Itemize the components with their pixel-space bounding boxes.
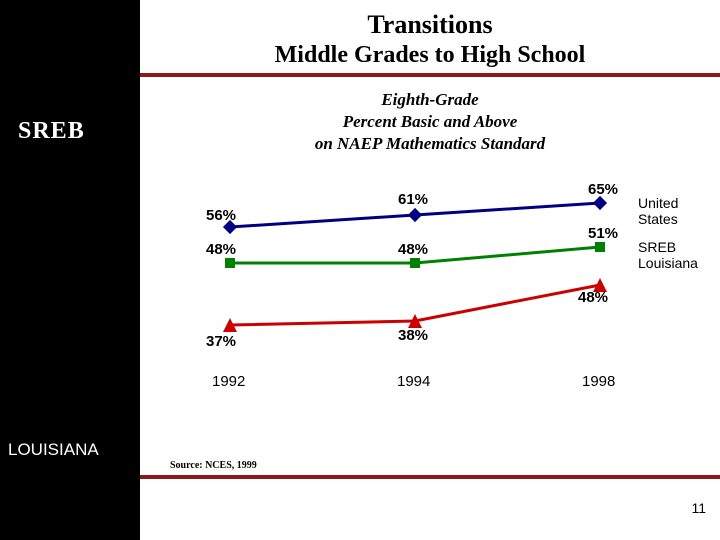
value-sreb-1998: 51% — [588, 225, 618, 242]
subtitle-line-1: Eighth-Grade — [381, 90, 478, 109]
value-sreb-1994: 48% — [398, 241, 428, 258]
sidebar: SREB LOUISIANA — [0, 0, 140, 540]
chart-subtitle: Eighth-Grade Percent Basic and Above on … — [140, 89, 720, 155]
marker-square-icon — [595, 242, 605, 252]
title-line-1: Transitions — [140, 10, 720, 40]
value-us-1992: 56% — [206, 207, 236, 224]
value-la-1992: 37% — [206, 333, 236, 350]
value-la-1998: 48% — [578, 289, 608, 306]
legend-sreb: SREB — [638, 239, 676, 255]
subtitle-line-2: Percent Basic and Above — [343, 112, 518, 131]
value-us-1994: 61% — [398, 191, 428, 208]
line-chart: 56% 61% 65% 48% 48% 51% 37% 38% 48% 1992… — [170, 185, 710, 415]
xlabel-1992: 1992 — [212, 373, 245, 390]
source-text: Source: NCES, 1999 — [170, 460, 257, 471]
xlabel-1994: 1994 — [397, 373, 430, 390]
marker-square-icon — [225, 258, 235, 268]
divider-bottom — [140, 475, 720, 479]
marker-diamond-icon — [593, 196, 607, 210]
page-number: 11 — [691, 500, 706, 516]
subtitle-line-3: on NAEP Mathematics Standard — [315, 134, 545, 153]
logo: SREB — [18, 118, 85, 145]
legend-us: United States — [638, 195, 710, 227]
xlabel-1998: 1998 — [582, 373, 615, 390]
state-label: LOUISIANA — [8, 440, 99, 460]
value-us-1998: 65% — [588, 181, 618, 198]
value-sreb-1992: 48% — [206, 241, 236, 258]
title-line-2: Middle Grades to High School — [140, 42, 720, 69]
main-content: Transitions Middle Grades to High School… — [140, 0, 720, 540]
marker-diamond-icon — [408, 208, 422, 222]
marker-square-icon — [410, 258, 420, 268]
legend-la: Louisiana — [638, 255, 698, 271]
chart-svg — [170, 185, 710, 415]
divider-top — [140, 73, 720, 77]
value-la-1994: 38% — [398, 327, 428, 344]
